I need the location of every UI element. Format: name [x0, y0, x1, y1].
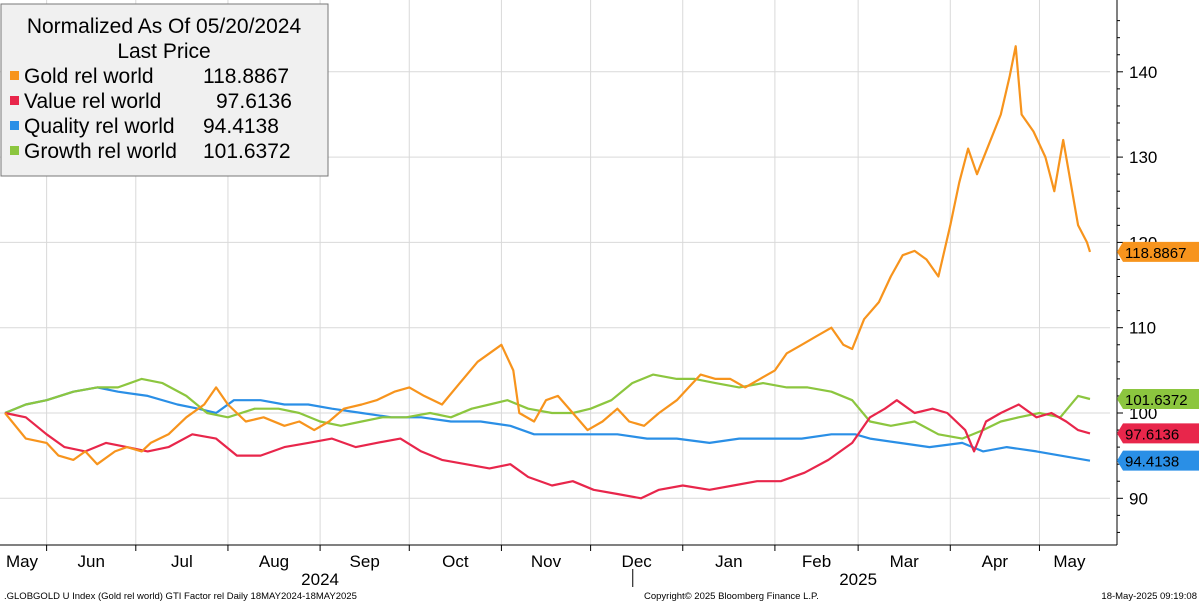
- legend-label-value-rel-world: Value rel world: [24, 90, 161, 113]
- last-value-tag-growth-rel-world: [1117, 389, 1199, 410]
- x-tick-label: Aug: [259, 552, 289, 571]
- legend-swatch-growth-rel-world: [10, 146, 19, 155]
- legend-swatch-quality-rel-world: [10, 121, 19, 130]
- x-year-label: 2024: [301, 570, 339, 589]
- last-value-tag-gold-rel-world: [1117, 241, 1199, 262]
- x-tick-label: Mar: [890, 552, 920, 571]
- x-tick-label: Oct: [442, 552, 469, 571]
- footer-copyright: Copyright© 2025 Bloomberg Finance L.P.: [644, 591, 819, 602]
- legend-label-quality-rel-world: Quality rel world: [24, 115, 175, 138]
- x-tick-label: Feb: [802, 552, 831, 571]
- footer-source: .GLOBGOLD U Index (Gold rel world) GTI F…: [4, 591, 357, 602]
- series-line-gold-rel-world: [4, 45, 1092, 466]
- y-tick-label: 90: [1129, 489, 1148, 508]
- y-tick-label: 130: [1129, 148, 1157, 167]
- chart-title: Normalized As Of 05/20/2024: [27, 15, 302, 38]
- series-lines: [4, 45, 1092, 500]
- x-tick-label: May: [6, 552, 39, 571]
- legend-value-growth-rel-world: 101.6372: [203, 140, 291, 163]
- x-tick-label: Nov: [531, 552, 562, 571]
- legend-value-value-rel-world: 97.6136: [216, 90, 292, 113]
- legend-swatch-value-rel-world: [10, 96, 19, 105]
- series-line-quality-rel-world: [4, 386, 1091, 462]
- x-tick-label: Jul: [171, 552, 193, 571]
- last-value-label-value-rel-world: 97.6136: [1125, 426, 1179, 443]
- footer: .GLOBGOLD U Index (Gold rel world) GTI F…: [4, 591, 1197, 602]
- x-tick-label: Jan: [715, 552, 742, 571]
- legend-label-gold-rel-world: Gold rel world: [24, 65, 154, 88]
- last-value-tags: 118.8867 97.6136 94.4138 101.6372: [1117, 241, 1199, 471]
- x-year-label: 2025: [839, 570, 877, 589]
- x-tick-label: Sep: [350, 552, 380, 571]
- last-value-tag-value-rel-world: [1117, 423, 1199, 444]
- y-tick-label: 110: [1129, 319, 1156, 338]
- bottom-axis: May Jun Jul Aug Sep Oct Nov Dec Jan Feb Mar Apr May 2…: [0, 544, 1117, 589]
- series-line-growth-rel-world: [4, 373, 1091, 440]
- last-value-label-quality-rel-world: 94.4138: [1125, 454, 1179, 471]
- legend-value-gold-rel-world: 118.8867: [203, 65, 289, 88]
- legend-entries: Gold rel world 118.8867 Value rel world 97.…: [10, 65, 292, 163]
- last-value-label-growth-rel-world: 101.6372: [1125, 392, 1188, 409]
- x-tick-label: May: [1053, 552, 1086, 571]
- legend-box: Normalized As Of 05/20/2024 Last Price G…: [0, 3, 329, 177]
- y-tick-label: 140: [1129, 63, 1157, 82]
- x-tick-label: Dec: [622, 552, 653, 571]
- x-tick-label: Jun: [77, 552, 104, 571]
- legend-label-growth-rel-world: Growth rel world: [24, 140, 177, 163]
- last-value-label-gold-rel-world: 118.8867: [1125, 245, 1186, 262]
- chart-subtitle: Last Price: [117, 40, 210, 63]
- footer-timestamp: 18-May-2025 09:19:08: [1101, 591, 1197, 602]
- legend-swatch-gold-rel-world: [10, 71, 19, 80]
- last-value-tag-quality-rel-world: [1117, 450, 1199, 471]
- x-tick-label: Apr: [982, 552, 1009, 571]
- legend-value-quality-rel-world: 94.4138: [203, 115, 279, 138]
- series-line-value-rel-world: [4, 399, 1091, 500]
